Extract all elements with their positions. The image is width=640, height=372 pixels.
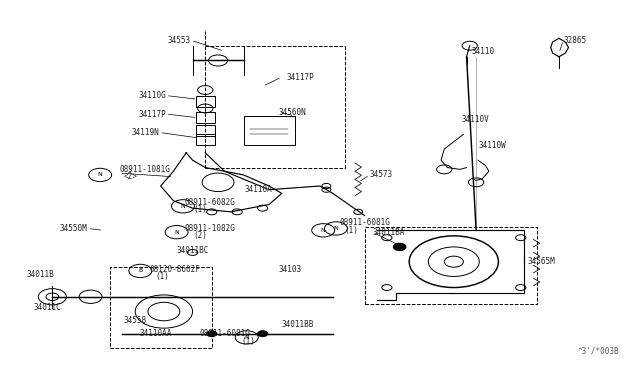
Text: N: N	[174, 230, 179, 235]
Text: (1): (1)	[194, 205, 208, 215]
Text: 34011BA: 34011BA	[372, 228, 404, 237]
Bar	[196, 96, 215, 107]
Bar	[196, 134, 215, 145]
Circle shape	[257, 331, 268, 337]
Text: 34573: 34573	[370, 170, 393, 179]
Circle shape	[207, 331, 217, 337]
Text: (1): (1)	[241, 337, 255, 346]
Circle shape	[394, 243, 406, 251]
Text: N: N	[244, 335, 249, 340]
Text: 34110AA: 34110AA	[140, 329, 172, 338]
Text: 08911-6081G: 08911-6081G	[339, 218, 390, 227]
Text: ^3'/*003B: ^3'/*003B	[578, 347, 620, 356]
Text: 34119N: 34119N	[132, 128, 159, 137]
Text: 34550M: 34550M	[60, 224, 88, 233]
Text: (1): (1)	[156, 272, 170, 281]
Text: 34103: 34103	[278, 264, 301, 273]
Text: N: N	[98, 173, 102, 177]
Text: 34011BC: 34011BC	[177, 246, 209, 255]
Text: N: N	[321, 228, 326, 233]
Bar	[196, 125, 215, 136]
Bar	[196, 112, 215, 123]
Text: 08911-1082G: 08911-1082G	[184, 224, 235, 233]
Text: 34110V: 34110V	[461, 115, 489, 124]
Text: B: B	[138, 269, 143, 273]
Bar	[365, 227, 537, 304]
Text: 08120-8602F: 08120-8602F	[149, 264, 200, 273]
Text: 34011C: 34011C	[33, 303, 61, 312]
Text: 34110: 34110	[472, 47, 495, 56]
Text: 34110G: 34110G	[138, 91, 166, 100]
Text: 34011B: 34011B	[27, 270, 54, 279]
Bar	[244, 116, 294, 145]
Text: 34110W: 34110W	[478, 141, 506, 150]
Text: 34117P: 34117P	[287, 73, 315, 81]
Text: (2): (2)	[194, 231, 208, 240]
Text: 08911-6082G: 08911-6082G	[184, 198, 235, 207]
Bar	[109, 267, 212, 349]
Text: 08911-1081G: 08911-1081G	[119, 165, 170, 174]
Text: 34117P: 34117P	[138, 109, 166, 119]
Text: N: N	[180, 204, 186, 209]
Text: (1): (1)	[344, 226, 358, 235]
Text: 08911-6081G: 08911-6081G	[199, 329, 250, 338]
Text: 34558: 34558	[124, 316, 147, 325]
Text: 34110A: 34110A	[245, 185, 273, 194]
Text: <2>: <2>	[124, 172, 138, 181]
Text: 34011BB: 34011BB	[282, 320, 314, 329]
Text: 34560N: 34560N	[278, 108, 307, 117]
Text: 34553: 34553	[168, 36, 191, 45]
Text: 34565M: 34565M	[527, 257, 555, 266]
Text: 32865: 32865	[563, 36, 586, 45]
Text: N: N	[333, 226, 339, 231]
